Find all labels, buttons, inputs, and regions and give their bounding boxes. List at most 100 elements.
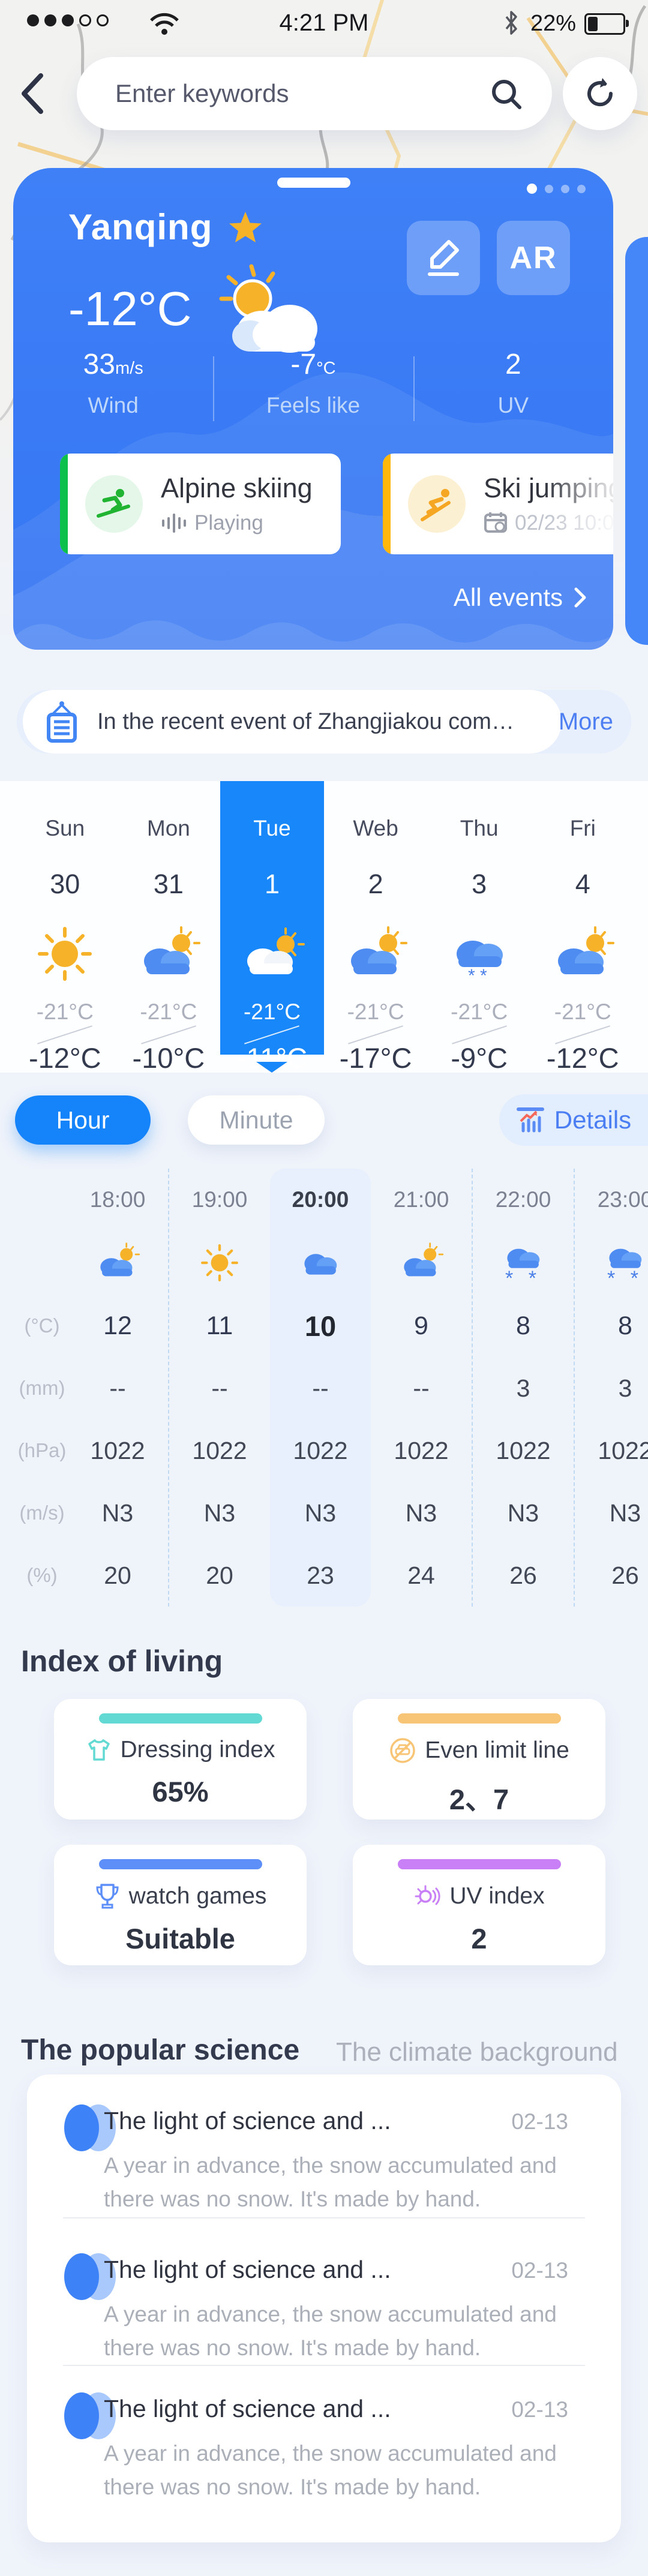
cloud-snow-icon: * * (427, 918, 531, 990)
favorite-star-icon[interactable] (228, 211, 263, 244)
all-events-link[interactable]: All events (454, 583, 587, 612)
battery-icon (584, 13, 629, 35)
event-card-ski-jumping[interactable]: Ski jumping 02/23 10:00 (383, 454, 613, 554)
cloud-sun-icon (219, 264, 318, 353)
item-date: 02-13 (511, 2397, 568, 2422)
accent-bar (397, 1859, 561, 1869)
hour-column-1800[interactable]: 18:00 12 -- 1022 N3 20 (67, 1169, 168, 1607)
living-card-watch-games[interactable]: watch games Suitable (54, 1845, 307, 1965)
current-temperature: -12°C (68, 282, 192, 335)
item-title: The light of science and ... (104, 2256, 391, 2283)
ar-button[interactable]: AR (497, 221, 570, 295)
shirt-icon (88, 1739, 110, 1761)
day-column-mon[interactable]: Mon 31 -21°C -10°C (117, 781, 221, 1074)
page-indicator (527, 184, 586, 194)
day-column-thu[interactable]: Thu 3 * * -21°C -9°C (427, 781, 531, 1074)
notice-bar[interactable]: In the recent event of Zhangjiakou compe… (17, 690, 631, 753)
tab-climate-background[interactable]: The climate background (336, 2037, 618, 2067)
science-list-card: The light of science and ... 02-13 A yea… (27, 2074, 621, 2542)
calendar-icon (484, 512, 507, 533)
battery-percent: 22% (530, 11, 576, 36)
living-card-value: 2 (471, 1923, 487, 1954)
living-card-label: watch games (128, 1883, 267, 1909)
hour-column-2200[interactable]: 22:00 * * 8 3 1022 N3 26 (472, 1169, 574, 1607)
hour-column-2100[interactable]: 21:00 9 -- 1022 N3 24 (371, 1169, 472, 1607)
next-city-card-peek[interactable] (625, 237, 648, 645)
day-column-sun[interactable]: Sun 30 -21°C -12°C (13, 781, 117, 1074)
bluetooth-icon (505, 11, 517, 35)
item-date: 02-13 (511, 2109, 568, 2134)
event-status: Playing (194, 511, 263, 535)
ski-jumping-icon (408, 475, 466, 533)
stat-uv: 2 UV (413, 348, 613, 421)
svg-text:* *: * * (468, 966, 487, 984)
cloud-sun-icon (67, 1231, 168, 1295)
card-handle[interactable] (277, 178, 350, 188)
accent-bar (98, 1713, 262, 1724)
search-bar[interactable] (77, 57, 552, 130)
city-name: Yanqing (68, 207, 213, 247)
event-card-alpine-skiing[interactable]: Alpine skiing Playing (60, 454, 341, 554)
notice-text: In the recent event of Zhangjiakou compe… (97, 708, 517, 734)
stat-feels-like: -7°C Feels like (213, 348, 413, 421)
notice-board-icon (47, 701, 77, 743)
chevron-right-icon (574, 587, 586, 608)
trophy-icon (96, 1884, 119, 1909)
item-description: A year in advance, the snow accumulated … (104, 2441, 557, 2499)
living-card-value: Suitable (125, 1923, 235, 1954)
clock-time: 4:21 PM (279, 10, 369, 36)
bullet-icon (64, 2253, 119, 2300)
search-input[interactable] (114, 79, 452, 109)
living-card-dressing[interactable]: Dressing index 65% (54, 1699, 307, 1820)
cloud-sun-icon (324, 918, 428, 990)
tab-popular-science[interactable]: The popular science (21, 2034, 300, 2066)
car-limit-icon (390, 1738, 415, 1763)
living-card-limit-line[interactable]: Even limit line 2、7 (353, 1699, 605, 1820)
living-card-label: Dressing index (120, 1737, 275, 1763)
item-date: 02-13 (511, 2258, 568, 2283)
weather-card[interactable]: Yanqing -12°C (13, 168, 613, 650)
living-card-uv-index[interactable]: UV index 2 (353, 1845, 605, 1965)
details-button[interactable]: Details (499, 1094, 648, 1146)
tab-hour[interactable]: Hour (15, 1095, 151, 1145)
back-button[interactable] (17, 71, 48, 116)
refresh-icon (587, 78, 613, 107)
item-title: The light of science and ... (104, 2107, 391, 2134)
status-bar: 4:21 PM 22% (0, 6, 648, 37)
living-card-label: Even limit line (425, 1737, 569, 1763)
day-column-web[interactable]: Web 2 -21°C -17°C (324, 781, 428, 1074)
event-title: Alpine skiing (161, 473, 313, 503)
wifi-icon (150, 13, 179, 35)
uv-sun-icon (415, 1885, 441, 1905)
living-index-title: Index of living (21, 1644, 223, 1678)
day-column-fri[interactable]: Fri 4 -21°C -12°C (531, 781, 635, 1074)
bullet-icon (64, 2392, 119, 2439)
alpine-skiing-icon (85, 475, 143, 533)
day-column-tue-selected[interactable]: Tue 1 -21°C -11°C (220, 781, 324, 1074)
hour-column-1900[interactable]: 19:00 11 -- 1022 N3 20 (168, 1169, 270, 1607)
hour-column-2300[interactable]: 23:00 * * 8 3 1022 N3 26 (574, 1169, 648, 1607)
refresh-button[interactable] (563, 57, 637, 130)
cloud-icon (270, 1231, 371, 1295)
bullet-icon (64, 2104, 119, 2151)
search-icon[interactable] (490, 77, 523, 111)
item-title: The light of science and ... (104, 2395, 391, 2422)
living-card-value: 65% (152, 1776, 209, 1808)
playing-wave-icon (162, 514, 186, 533)
event-cards: Alpine skiing Playing (13, 454, 613, 554)
cloud-sun-icon (371, 1231, 472, 1295)
cloud-sun-icon (531, 918, 635, 990)
accent-bar (98, 1859, 262, 1869)
edit-button[interactable] (407, 221, 480, 295)
tab-minute[interactable]: Minute (188, 1095, 325, 1145)
event-accent-bar (383, 454, 391, 554)
stat-wind: 33m/s Wind (83, 349, 143, 418)
hour-column-2000-selected[interactable]: 20:00 10 -- 1022 N3 23 (270, 1169, 371, 1607)
living-card-label: UV index (449, 1883, 545, 1909)
hourly-row-labels: (°C) (mm) (hPa) (m/s) (%) (17, 1314, 67, 1586)
accent-bar (397, 1713, 561, 1724)
notice-more-link[interactable]: More (558, 708, 613, 735)
sun-icon (13, 918, 117, 990)
divider (63, 2217, 585, 2218)
